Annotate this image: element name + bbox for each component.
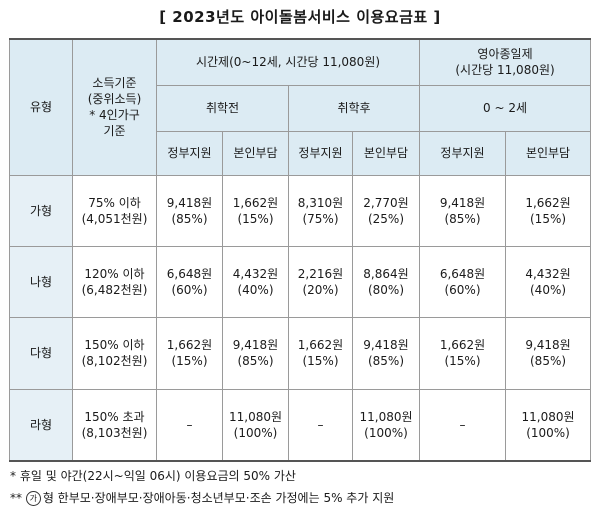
header-self-2: 본인부담 xyxy=(351,130,421,176)
fee-cell: 9,418원 (85%) xyxy=(156,174,223,247)
table-row: 나형 120% 이하 (6,482천원) 6,648원 (60%) 4,432원 (4… xyxy=(9,245,592,318)
fee-cell: – xyxy=(156,388,223,462)
fee-cell: 11,080원 (100%) xyxy=(505,388,592,462)
table-row: 가형 75% 이하 (4,051천원) 9,418원 (85%) 1,662원 (15… xyxy=(9,174,592,247)
header-income: 소득기준 (중위소득) * 4인가구 기준 xyxy=(72,38,157,176)
header-gov-3: 정부지원 xyxy=(419,130,507,176)
fee-table: 유형 소득기준 (중위소득) * 4인가구 기준 시간제(0~12세, 시간당 … xyxy=(9,38,592,462)
table-row: 다형 150% 이하 (8,102천원) 1,662원 (15%) 9,418원 (8… xyxy=(9,316,592,390)
header-gov-1: 정부지원 xyxy=(156,130,223,176)
fee-cell: 9,418원 (85%) xyxy=(419,174,507,247)
header-gov-2: 정부지원 xyxy=(288,130,353,176)
row-income: 150% 초과 (8,103천원) xyxy=(72,388,157,462)
fee-cell: 6,648원 (60%) xyxy=(419,245,507,318)
fee-cell: 2,770원 (25%) xyxy=(351,174,421,247)
fee-cell: – xyxy=(419,388,507,462)
footnote-marker: ** xyxy=(10,491,22,505)
fee-cell: 1,662원 (15%) xyxy=(419,316,507,390)
fee-cell: 4,432원 (40%) xyxy=(505,245,592,318)
fee-cell: 1,662원 (15%) xyxy=(505,174,592,247)
row-type: 나형 xyxy=(9,245,73,318)
page-title: [ 2023년도 아이돌봄서비스 이용요금표 ] xyxy=(159,8,441,26)
row-type: 가형 xyxy=(9,174,73,247)
table-row: 라형 150% 초과 (8,103천원) – 11,080원 (100%) – 11… xyxy=(9,388,592,462)
fee-cell: 6,648원 (60%) xyxy=(156,245,223,318)
row-income: 75% 이하 (4,051천원) xyxy=(72,174,157,247)
header-infant-age: 0 ~ 2세 xyxy=(419,84,592,132)
fee-cell: 9,418원 (85%) xyxy=(222,316,289,390)
footnote-extra-text: 형 한부모·장애부모·장애아동·청소년부모·조손 가정에는 5% 추가 지원 xyxy=(42,491,395,505)
row-income: 120% 이하 (6,482천원) xyxy=(72,245,157,318)
row-type: 라형 xyxy=(9,388,73,462)
fee-cell: 9,418원 (85%) xyxy=(505,316,592,390)
fee-cell: 1,662원 (15%) xyxy=(222,174,289,247)
footnote-surcharge: * 휴일 및 야간(22시~익일 06시) 이용요금의 50% 가산 xyxy=(10,469,296,483)
fee-cell: 2,216원 (20%) xyxy=(288,245,353,318)
fee-cell: 8,864원 (80%) xyxy=(351,245,421,318)
header-self-1: 본인부담 xyxy=(222,130,289,176)
header-infant: 영아종일제 (시간당 11,080원) xyxy=(419,38,592,86)
header-type: 유형 xyxy=(9,38,73,176)
fee-cell: 1,662원 (15%) xyxy=(156,316,223,390)
header-self-3: 본인부담 xyxy=(505,130,592,176)
fee-cell: 4,432원 (40%) xyxy=(222,245,289,318)
header-hourly: 시간제(0~12세, 시간당 11,080원) xyxy=(155,38,421,86)
fee-cell: 8,310원 (75%) xyxy=(288,174,353,247)
fee-cell: 1,662원 (15%) xyxy=(288,316,353,390)
fee-cell: 11,080원 (100%) xyxy=(351,388,421,462)
row-income: 150% 이하 (8,102천원) xyxy=(72,316,157,390)
fee-cell: – xyxy=(288,388,353,462)
fee-cell: 11,080원 (100%) xyxy=(222,388,289,462)
header-pre-school: 취학전 xyxy=(156,84,289,132)
row-type: 다형 xyxy=(9,316,73,390)
header-post-school: 취학후 xyxy=(287,84,421,132)
circled-ga-icon: 가 xyxy=(25,491,41,506)
fee-cell: 9,418원 (85%) xyxy=(351,316,421,390)
